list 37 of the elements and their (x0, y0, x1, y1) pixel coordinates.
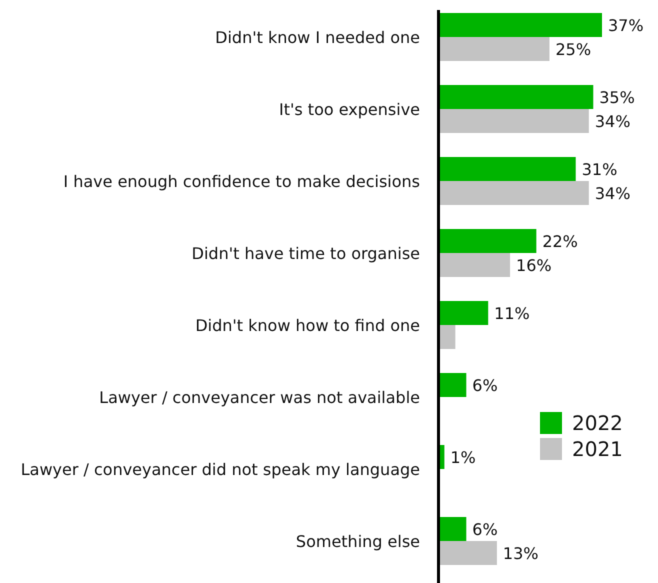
bar (440, 253, 510, 277)
data-label: 11% (494, 304, 530, 323)
legend-label: 2021 (572, 437, 623, 461)
data-label: 37% (608, 16, 644, 35)
bar (440, 301, 488, 325)
y-tick-label: Lawyer / conveyancer did not speak my language (20, 460, 420, 479)
y-tick-label: It's too expensive (278, 100, 420, 119)
bar (440, 37, 550, 61)
data-label: 13% (502, 544, 538, 563)
y-tick-label: Didn't know I needed one (215, 28, 420, 47)
data-label: 6% (472, 520, 498, 539)
data-label: 16% (516, 256, 552, 275)
bar (440, 157, 576, 181)
y-tick-label: Lawyer / conveyancer was not available (99, 388, 420, 407)
data-label: 6% (472, 376, 498, 395)
y-tick-label: I have enough confidence to make decisions (63, 172, 420, 191)
bar (440, 541, 497, 565)
y-tick-label: Didn't know how to find one (195, 316, 420, 335)
bar (440, 517, 466, 541)
legend-label: 2022 (572, 411, 623, 435)
bar (440, 445, 444, 469)
data-label: 34% (594, 112, 630, 131)
data-label: 25% (555, 40, 592, 59)
data-label: 34% (594, 184, 630, 203)
bar (440, 109, 589, 133)
bar (440, 85, 594, 109)
y-tick-label: Something else (296, 532, 420, 551)
bar (440, 229, 536, 253)
data-label: 22% (542, 232, 578, 251)
bar (440, 181, 589, 205)
y-tick-label: Didn't have time to organise (192, 244, 420, 263)
bar (440, 325, 456, 349)
bar (440, 373, 466, 397)
data-label: 31% (582, 160, 618, 179)
data-label: 1% (450, 448, 476, 467)
bar (440, 13, 602, 37)
data-label: 35% (599, 88, 635, 107)
